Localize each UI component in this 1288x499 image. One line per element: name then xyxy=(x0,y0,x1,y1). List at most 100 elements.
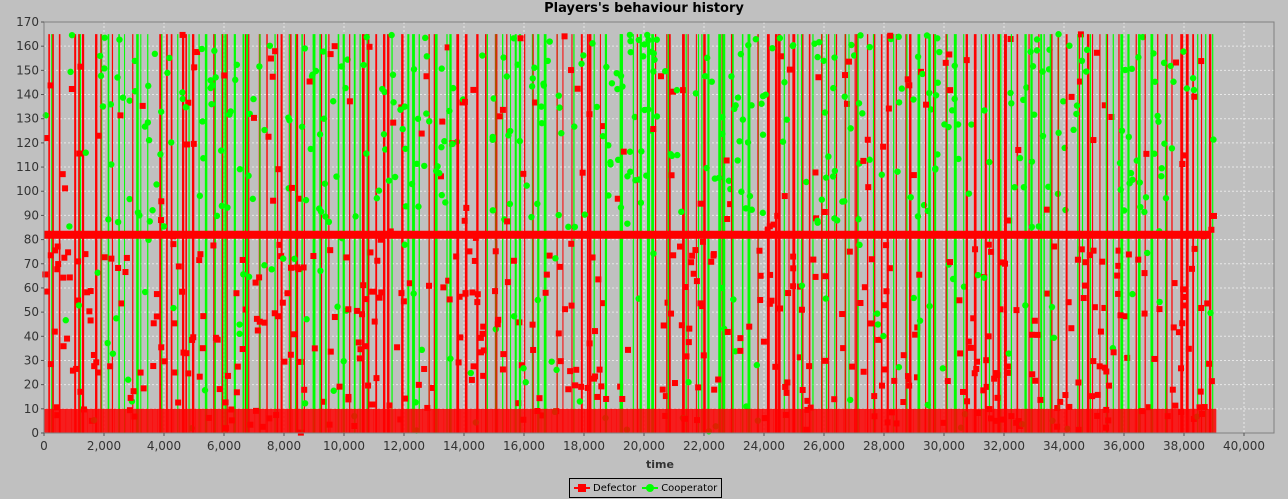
defector-point xyxy=(904,373,911,380)
defector-cluster xyxy=(530,408,536,433)
cooperator-point xyxy=(1073,110,1080,118)
defector-point xyxy=(252,279,259,286)
cooperator-point xyxy=(224,204,231,211)
cooperator-point xyxy=(124,376,132,383)
defector-point xyxy=(196,257,203,264)
defector-point xyxy=(693,278,700,285)
defector-cluster xyxy=(162,408,169,433)
defector-point xyxy=(1198,58,1205,65)
cooperator-point xyxy=(531,64,538,71)
legend-item-cooperator: Cooperator xyxy=(642,483,717,494)
defector-cluster xyxy=(740,408,747,433)
cooperator-point xyxy=(320,48,327,55)
defector-point xyxy=(584,384,591,391)
defector-point xyxy=(518,362,525,369)
cooperator-point xyxy=(742,205,750,212)
defector-point xyxy=(947,259,954,266)
defector-point xyxy=(942,59,949,66)
cooperator-point xyxy=(1062,206,1069,214)
cooperator-point xyxy=(198,45,206,53)
defector-point xyxy=(360,282,367,289)
cooperator-point xyxy=(312,67,320,75)
defector-point xyxy=(881,366,888,373)
defector-cluster xyxy=(816,408,823,433)
defector-point xyxy=(810,256,817,263)
defector-point xyxy=(250,114,257,121)
cooperator-point xyxy=(418,346,426,354)
defector-point xyxy=(715,376,722,383)
defector-point xyxy=(536,395,543,402)
defector-point xyxy=(51,328,58,335)
cooperator-point xyxy=(1180,48,1187,55)
cooperator-point xyxy=(866,43,873,51)
defector-cluster xyxy=(71,408,77,433)
defector-point xyxy=(1117,312,1124,319)
cooperator-point xyxy=(1158,172,1165,180)
defector-point xyxy=(1093,49,1100,56)
defector-cluster xyxy=(562,408,569,433)
defector-cluster xyxy=(1075,408,1082,433)
defector-point xyxy=(90,351,97,358)
defector-point xyxy=(272,48,279,55)
defector-point xyxy=(386,402,393,409)
defector-cluster xyxy=(308,408,315,433)
defector-point xyxy=(985,241,992,248)
defector-point xyxy=(365,382,372,389)
defector-point xyxy=(1206,360,1213,367)
cooperator-point xyxy=(436,169,443,177)
defector-cluster xyxy=(303,408,310,433)
cooperator-point xyxy=(382,146,389,153)
defector-cluster xyxy=(227,408,234,433)
cooperator-point xyxy=(82,149,89,156)
defector-cluster xyxy=(1118,408,1125,433)
defector-cluster xyxy=(589,408,596,433)
cooperator-point xyxy=(285,114,292,121)
defector-cluster xyxy=(454,408,461,433)
defector-point xyxy=(1191,245,1198,252)
cooperator-point xyxy=(1125,133,1133,141)
defector-point xyxy=(1182,152,1189,159)
cooperator-point xyxy=(151,50,159,58)
defector-point xyxy=(579,169,586,176)
y-tick-label: 110 xyxy=(16,160,39,174)
defector-cluster xyxy=(800,408,806,433)
cooperator-point xyxy=(145,136,153,144)
cooperator-point xyxy=(114,218,122,226)
defector-point xyxy=(367,249,374,256)
defector-point xyxy=(499,366,506,373)
defector-point xyxy=(812,273,819,280)
defector-point xyxy=(64,335,71,342)
defector-point xyxy=(689,252,696,259)
defector-point xyxy=(1179,320,1186,327)
cooperator-point xyxy=(895,33,902,41)
cooperator-point xyxy=(1129,290,1136,298)
cooperator-point xyxy=(402,203,410,210)
defector-point xyxy=(190,140,197,147)
defector-point xyxy=(520,170,527,177)
cooperator-point xyxy=(748,102,755,109)
defector-cluster xyxy=(729,408,736,433)
defector-point xyxy=(466,248,473,255)
cooperator-point xyxy=(589,40,596,47)
cooperator-point xyxy=(558,130,565,137)
cooperator-point xyxy=(565,223,572,231)
defector-point xyxy=(1005,369,1012,376)
cooperator-point xyxy=(627,37,634,45)
defector-point xyxy=(1032,377,1039,384)
defector-cluster xyxy=(378,408,385,433)
defector-cluster xyxy=(951,408,958,433)
defector-point xyxy=(760,338,767,345)
defector-point xyxy=(47,82,54,89)
defector-cluster xyxy=(567,408,574,433)
defector-point xyxy=(991,375,998,382)
cooperator-point xyxy=(1167,62,1174,70)
defector-cluster xyxy=(675,408,682,433)
defector-point xyxy=(374,257,381,264)
defector-point xyxy=(331,314,338,321)
defector-point xyxy=(912,331,919,338)
defector-cluster xyxy=(692,408,698,433)
defector-point xyxy=(153,313,160,320)
defector-cluster xyxy=(1097,408,1103,433)
defector-cluster xyxy=(1064,408,1071,433)
cooperator-point xyxy=(789,42,797,50)
